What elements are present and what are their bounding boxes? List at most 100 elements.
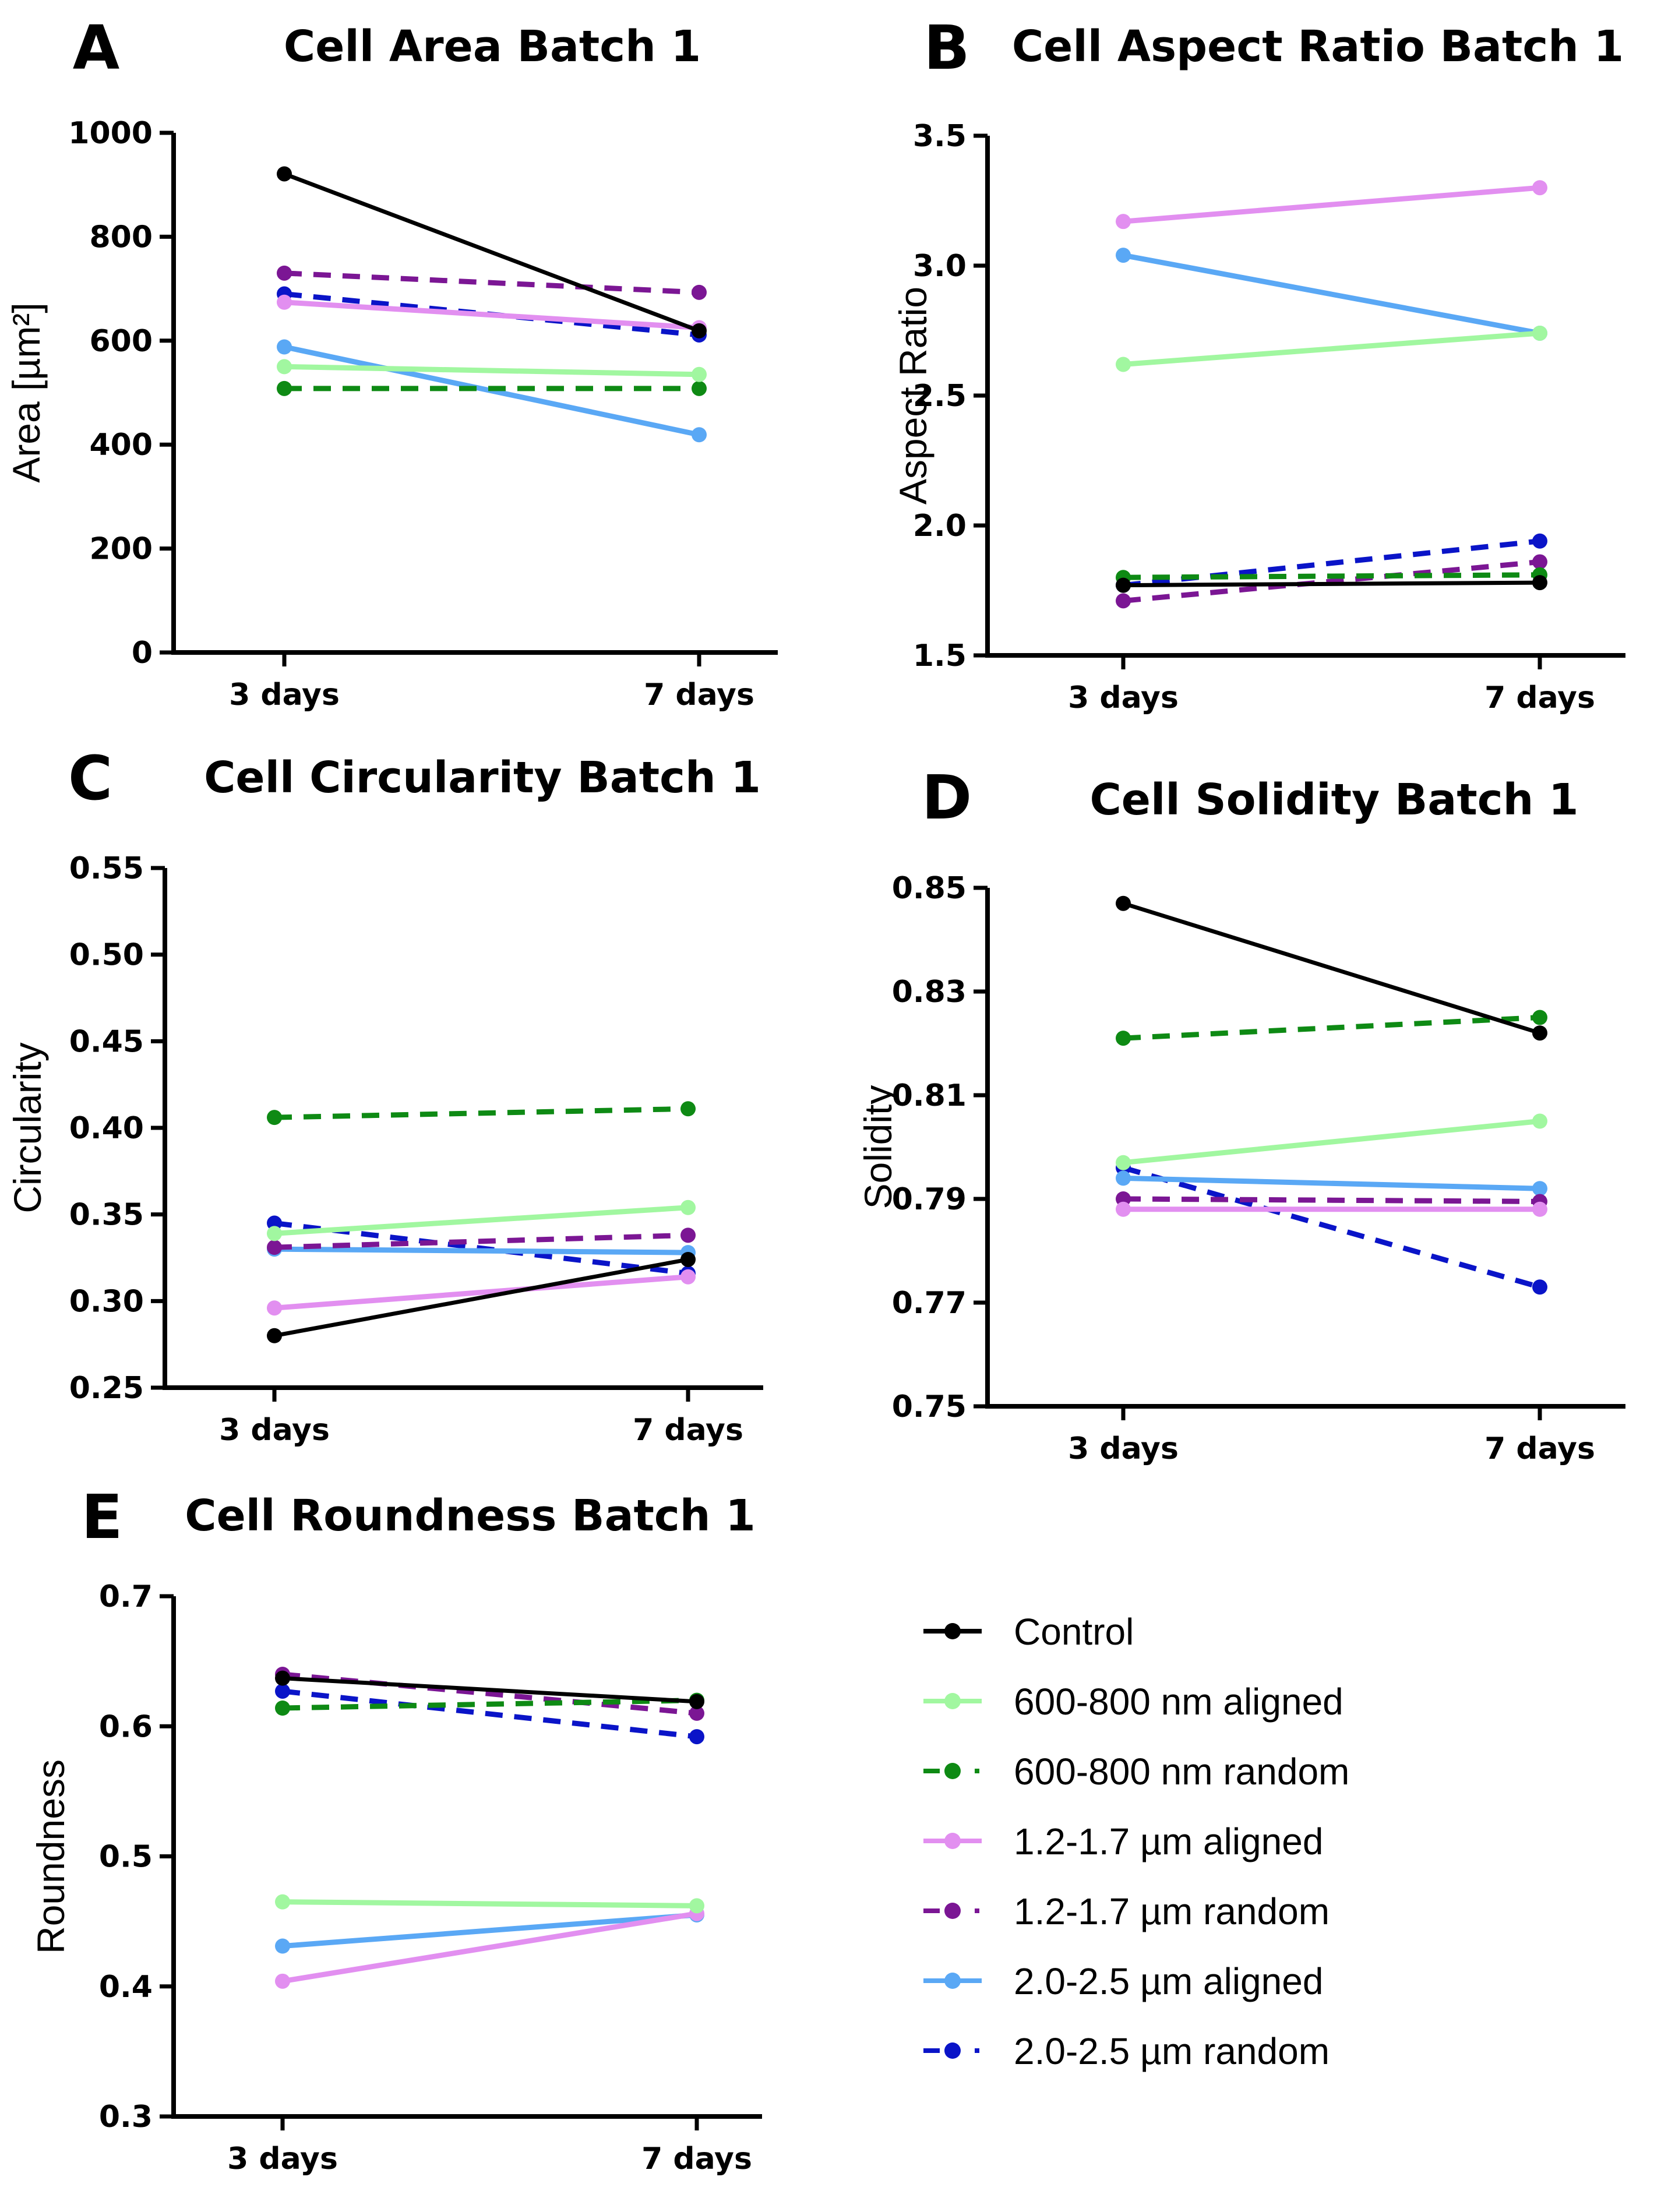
legend-item: 1.2-1.7 µm random xyxy=(923,1890,1330,1932)
data-point xyxy=(1532,575,1547,591)
data-point xyxy=(1116,1191,1131,1206)
data-point xyxy=(689,1898,704,1914)
series-1-2-1-7-m-aligned xyxy=(267,1269,696,1316)
series-line xyxy=(1123,580,1540,588)
series-line xyxy=(1123,559,1540,604)
series-600-800-nm-aligned xyxy=(1116,325,1547,372)
data-point xyxy=(1116,593,1131,609)
legend-marker xyxy=(944,2042,961,2059)
series-1-2-1-7-m-aligned xyxy=(1116,180,1547,230)
data-point xyxy=(1116,357,1131,372)
panel-title: Cell Area Batch 1 xyxy=(284,22,701,72)
x-tick-label: 3 days xyxy=(1068,680,1179,715)
data-point xyxy=(689,1705,704,1721)
x-tick-label: 3 days xyxy=(1068,1431,1179,1466)
series-control xyxy=(277,166,707,338)
series-line xyxy=(274,1205,689,1236)
y-axis-label: Circularity xyxy=(6,1042,49,1213)
legend-label: Control xyxy=(1014,1611,1134,1653)
legend-label: 2.0-2.5 µm random xyxy=(1014,2030,1330,2072)
data-point xyxy=(267,1240,282,1255)
series-line xyxy=(274,1257,689,1338)
data-point xyxy=(692,323,707,338)
y-tick-label: 0.81 xyxy=(892,1078,967,1113)
y-tick-label: 0.77 xyxy=(892,1286,967,1321)
series-600-800-nm-aligned xyxy=(1116,1113,1547,1170)
data-point xyxy=(275,1973,290,1989)
series-control xyxy=(267,1251,696,1343)
y-tick-label: 0.83 xyxy=(892,975,967,1010)
x-tick-label: 7 days xyxy=(1484,1431,1595,1466)
data-point xyxy=(680,1101,696,1117)
series-600-800-nm-random xyxy=(1116,1010,1547,1046)
series-line xyxy=(1123,572,1540,580)
series-1-2-1-7-m-random xyxy=(267,1227,696,1255)
data-point xyxy=(275,1938,290,1954)
x-tick-label: 3 days xyxy=(229,678,340,712)
legend-label: 1.2-1.7 µm random xyxy=(1014,1890,1330,1932)
series-line xyxy=(1123,1175,1540,1191)
x-tick-label: 7 days xyxy=(644,678,754,712)
y-tick-label: 0.40 xyxy=(69,1111,144,1146)
panel-title: Cell Aspect Ratio Batch 1 xyxy=(1012,22,1624,72)
panel-letter: B xyxy=(923,12,969,83)
data-point xyxy=(692,380,707,396)
series-600-800-nm-random xyxy=(267,1101,696,1126)
data-point xyxy=(1116,1155,1131,1170)
panels: A Cell Area Batch 1 Area [µm²] 0 200 400 600 80… xyxy=(5,12,1625,2176)
panel-letter: D xyxy=(922,762,972,833)
data-point xyxy=(1532,533,1547,549)
data-point xyxy=(275,1894,290,1910)
x-tick-label: 3 days xyxy=(227,2142,338,2176)
data-point xyxy=(1116,1031,1131,1046)
series-600-800-nm-aligned xyxy=(277,359,707,382)
panel-c: C Cell Circularity Batch 1 Circularity 0.25… xyxy=(6,743,763,1448)
y-axis-label: Area [µm²] xyxy=(5,302,48,482)
legend-marker xyxy=(944,1973,961,1989)
data-point xyxy=(692,427,707,443)
series-line xyxy=(274,1106,689,1120)
series-line xyxy=(282,1688,697,1740)
legend-marker xyxy=(944,1763,961,1779)
data-point xyxy=(1116,895,1131,911)
data-point xyxy=(277,265,292,281)
legend-item: 1.2-1.7 µm aligned xyxy=(923,1821,1323,1862)
y-tick-label: 0.85 xyxy=(892,871,967,906)
y-tick-label: 2.0 xyxy=(913,509,967,544)
data-point xyxy=(1532,180,1547,196)
panel-a: A Cell Area Batch 1 Area [µm²] 0 200 400 600 80… xyxy=(5,12,778,712)
legend-item: 600-800 nm random xyxy=(923,1751,1349,1793)
series-2-0-2-5-m-aligned xyxy=(1116,1170,1547,1197)
panel-letter: A xyxy=(73,12,120,83)
data-point xyxy=(1532,1010,1547,1025)
data-point xyxy=(275,1683,290,1699)
y-tick-label: 0.5 xyxy=(99,1840,153,1875)
data-point xyxy=(1116,1201,1131,1217)
y-tick-label: 0.7 xyxy=(99,1579,153,1614)
data-point xyxy=(275,1670,290,1686)
series-2-0-2-5-m-aligned xyxy=(267,1241,696,1261)
data-point xyxy=(1532,1279,1547,1295)
data-point xyxy=(680,1200,696,1215)
legend-label: 600-800 nm random xyxy=(1014,1751,1349,1793)
series-line xyxy=(274,1232,689,1250)
panel-letter: C xyxy=(68,743,112,814)
data-point xyxy=(277,166,292,182)
data-point xyxy=(692,366,707,382)
y-tick-label: 3.5 xyxy=(913,119,967,154)
y-tick-label: 0.4 xyxy=(99,1970,153,2005)
series-line xyxy=(284,299,700,330)
y-tick-label: 0.79 xyxy=(892,1182,967,1217)
legend-item: 2.0-2.5 µm random xyxy=(923,2030,1330,2072)
series-line xyxy=(1122,901,1541,1035)
data-point xyxy=(1532,1201,1547,1217)
series-line xyxy=(1123,330,1540,367)
legend-item: 2.0-2.5 µm aligned xyxy=(923,1960,1323,2002)
series-line xyxy=(284,270,700,295)
y-tick-label: 0.50 xyxy=(69,938,144,973)
series-line xyxy=(282,1698,697,1711)
panel-d: D Cell Solidity Batch 1 Solidity 0.75 0.77 0.… xyxy=(856,762,1625,1466)
x-tick-label: 7 days xyxy=(641,2142,752,2176)
y-tick-label: 0.75 xyxy=(892,1389,967,1424)
